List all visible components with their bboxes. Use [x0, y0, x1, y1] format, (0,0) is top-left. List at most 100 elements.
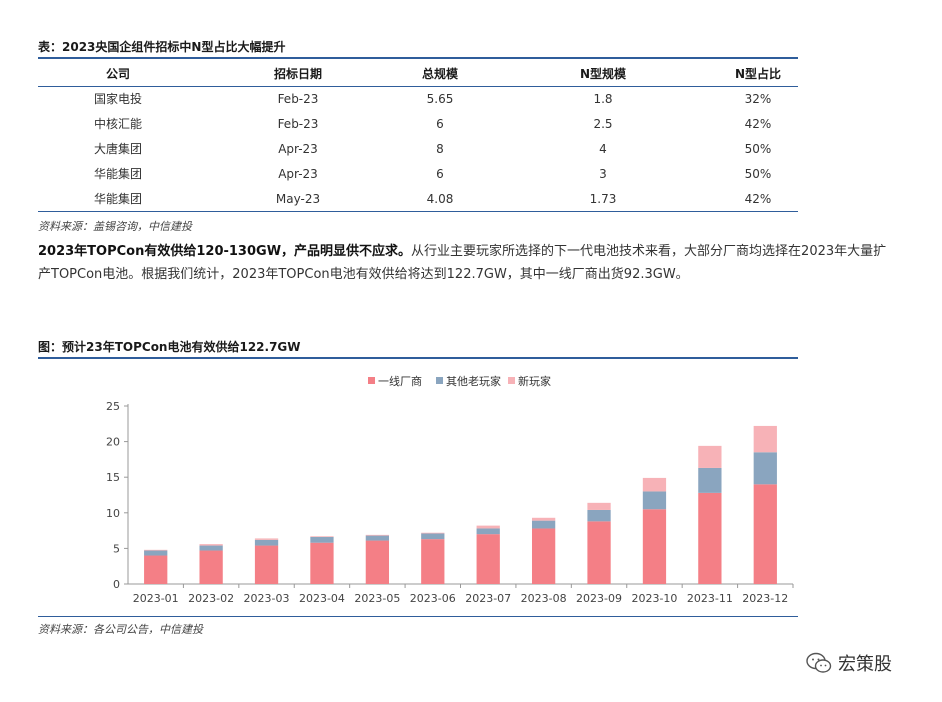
legend-label: 一线厂商: [378, 374, 422, 388]
legend-label: 其他老玩家: [446, 374, 501, 388]
bar-segment: [199, 545, 223, 551]
bar-segment: [587, 509, 611, 522]
cell-n-size: 4: [599, 142, 607, 156]
cell-company: 华能集团: [93, 192, 142, 206]
paragraph-lead: 2023年TOPCon有效供给120-130GW，产品明显供不应求。: [38, 244, 412, 259]
cell-n-size: 3: [599, 167, 607, 181]
cell-company: 中核汇能: [93, 117, 142, 131]
body-paragraph: 2023年TOPCon有效供给120-130GW，产品明显供不应求。从行业主要玩…: [38, 240, 898, 286]
y-tick-label: 0: [113, 578, 120, 591]
cell-n-size: 2.5: [593, 117, 613, 131]
bar-segment: [421, 532, 445, 534]
cell-n-share: 42%: [744, 192, 772, 206]
x-tick-label: 2023-08: [521, 592, 567, 605]
bar-segment: [476, 534, 500, 584]
legend-swatch: [436, 377, 443, 384]
paragraph-rest: 从行业主要玩家所选择的下一代电池技术来看，大部分厂商均选择在2023年大量扩产T…: [38, 244, 887, 282]
bar-segment: [144, 550, 168, 556]
y-tick-label: 20: [106, 436, 120, 449]
bar-segment: [144, 549, 168, 551]
header-company: 公司: [105, 67, 130, 81]
table-row: 国家电投 Feb-23 5.65 1.8 32%: [38, 87, 798, 112]
bar-segment: [698, 492, 722, 584]
bar-segment: [365, 535, 390, 541]
x-tick-label: 2023-05: [354, 592, 400, 605]
cell-company: 大唐集团: [93, 142, 142, 156]
legend-swatch: [368, 377, 375, 384]
table-title-rule: [38, 57, 798, 59]
header-n-size: N型规模: [579, 67, 627, 81]
figure-source: 资料来源：各公司公告，中信建投: [38, 623, 203, 636]
stacked-bar-chart: 0 5 10 15 20 25 2023-01 2023-02 2023-03 2023-04 20…: [106, 374, 794, 605]
bar-segment: [587, 502, 611, 510]
bar-segment: [476, 528, 500, 535]
legend-swatch: [508, 377, 515, 384]
table-row: 大唐集团 Apr-23 8 4 50%: [38, 137, 798, 162]
bar-segment: [310, 542, 334, 584]
cell-n-share: 50%: [744, 142, 772, 156]
bar-segment: [642, 509, 667, 584]
table-bottom-rule: [38, 211, 798, 212]
bar-segment: [753, 484, 777, 584]
y-tick-label: 10: [106, 507, 120, 520]
bar-segment: [698, 445, 722, 468]
x-tick-label: 2023-06: [410, 592, 456, 605]
figure-title-rule: [38, 357, 798, 359]
bar-segment: [199, 544, 223, 546]
table-row: 中核汇能 Feb-23 6 2.5 42%: [38, 112, 798, 137]
bar-segment: [587, 521, 611, 584]
bar-segment: [531, 520, 556, 529]
bar-segment: [365, 540, 390, 584]
cell-total: 5.65: [426, 92, 454, 106]
y-tick-label: 5: [113, 542, 120, 555]
table-header-row: 公司 招标日期 总规模 N型规模 N型占比: [38, 62, 798, 87]
bar-segment: [698, 467, 722, 493]
bar-segment: [642, 477, 667, 492]
cell-n-share: 50%: [744, 167, 772, 181]
table-row: 华能集团 May-23 4.08 1.73 42%: [38, 187, 798, 212]
x-tick-label: 2023-02: [188, 592, 234, 605]
watermark: 宏策股: [806, 650, 892, 676]
cell-company: 华能集团: [93, 167, 142, 181]
x-tick-label: 2023-03: [244, 592, 290, 605]
cell-total: 6: [436, 117, 444, 131]
bar-segment: [421, 533, 445, 540]
cell-n-share: 32%: [744, 92, 772, 106]
table-title: 表：2023央国企组件招标中N型占比大幅提升: [38, 40, 286, 54]
bar-segment: [753, 425, 777, 453]
bar-segment: [254, 539, 279, 546]
table-source: 资料来源：盖锡咨询，中信建投: [38, 220, 192, 233]
x-tick-label: 2023-12: [742, 592, 788, 605]
bar-segment: [254, 538, 279, 540]
y-tick-label: 25: [106, 400, 120, 413]
bar-segment: [476, 525, 500, 529]
x-tick-label: 2023-11: [687, 592, 733, 605]
cell-n-size: 1.8: [593, 92, 613, 106]
wechat-icon: [806, 652, 832, 673]
bar-segment: [753, 452, 777, 485]
header-rule: [38, 86, 798, 87]
cell-total: 8: [436, 142, 444, 156]
header-total: 总规模: [421, 67, 458, 81]
bar-segment: [254, 545, 279, 584]
bar-segment: [199, 550, 223, 584]
legend-label: 新玩家: [518, 374, 551, 388]
figure-bottom-rule: [38, 616, 798, 617]
table-row: 华能集团 Apr-23 6 3 50%: [38, 162, 798, 187]
cell-n-share: 42%: [744, 117, 772, 131]
x-tick-label: 2023-09: [576, 592, 622, 605]
header-date: 招标日期: [273, 67, 322, 81]
bar-segment: [531, 517, 556, 521]
cell-total: 6: [436, 167, 444, 181]
x-tick-label: 2023-10: [631, 592, 677, 605]
x-tick-label: 2023-07: [465, 592, 511, 605]
bar-segment: [144, 555, 168, 584]
x-tick-label: 2023-01: [133, 592, 179, 605]
figure-title: 图：预计23年TOPCon电池有效供给122.7GW: [38, 340, 301, 354]
bar-segment: [310, 537, 334, 543]
header-n-share: N型占比: [734, 67, 782, 81]
cell-date: Feb-23: [277, 117, 319, 131]
cell-total: 4.08: [426, 192, 454, 206]
bar-segment: [310, 536, 334, 538]
x-tick-label: 2023-04: [299, 592, 345, 605]
